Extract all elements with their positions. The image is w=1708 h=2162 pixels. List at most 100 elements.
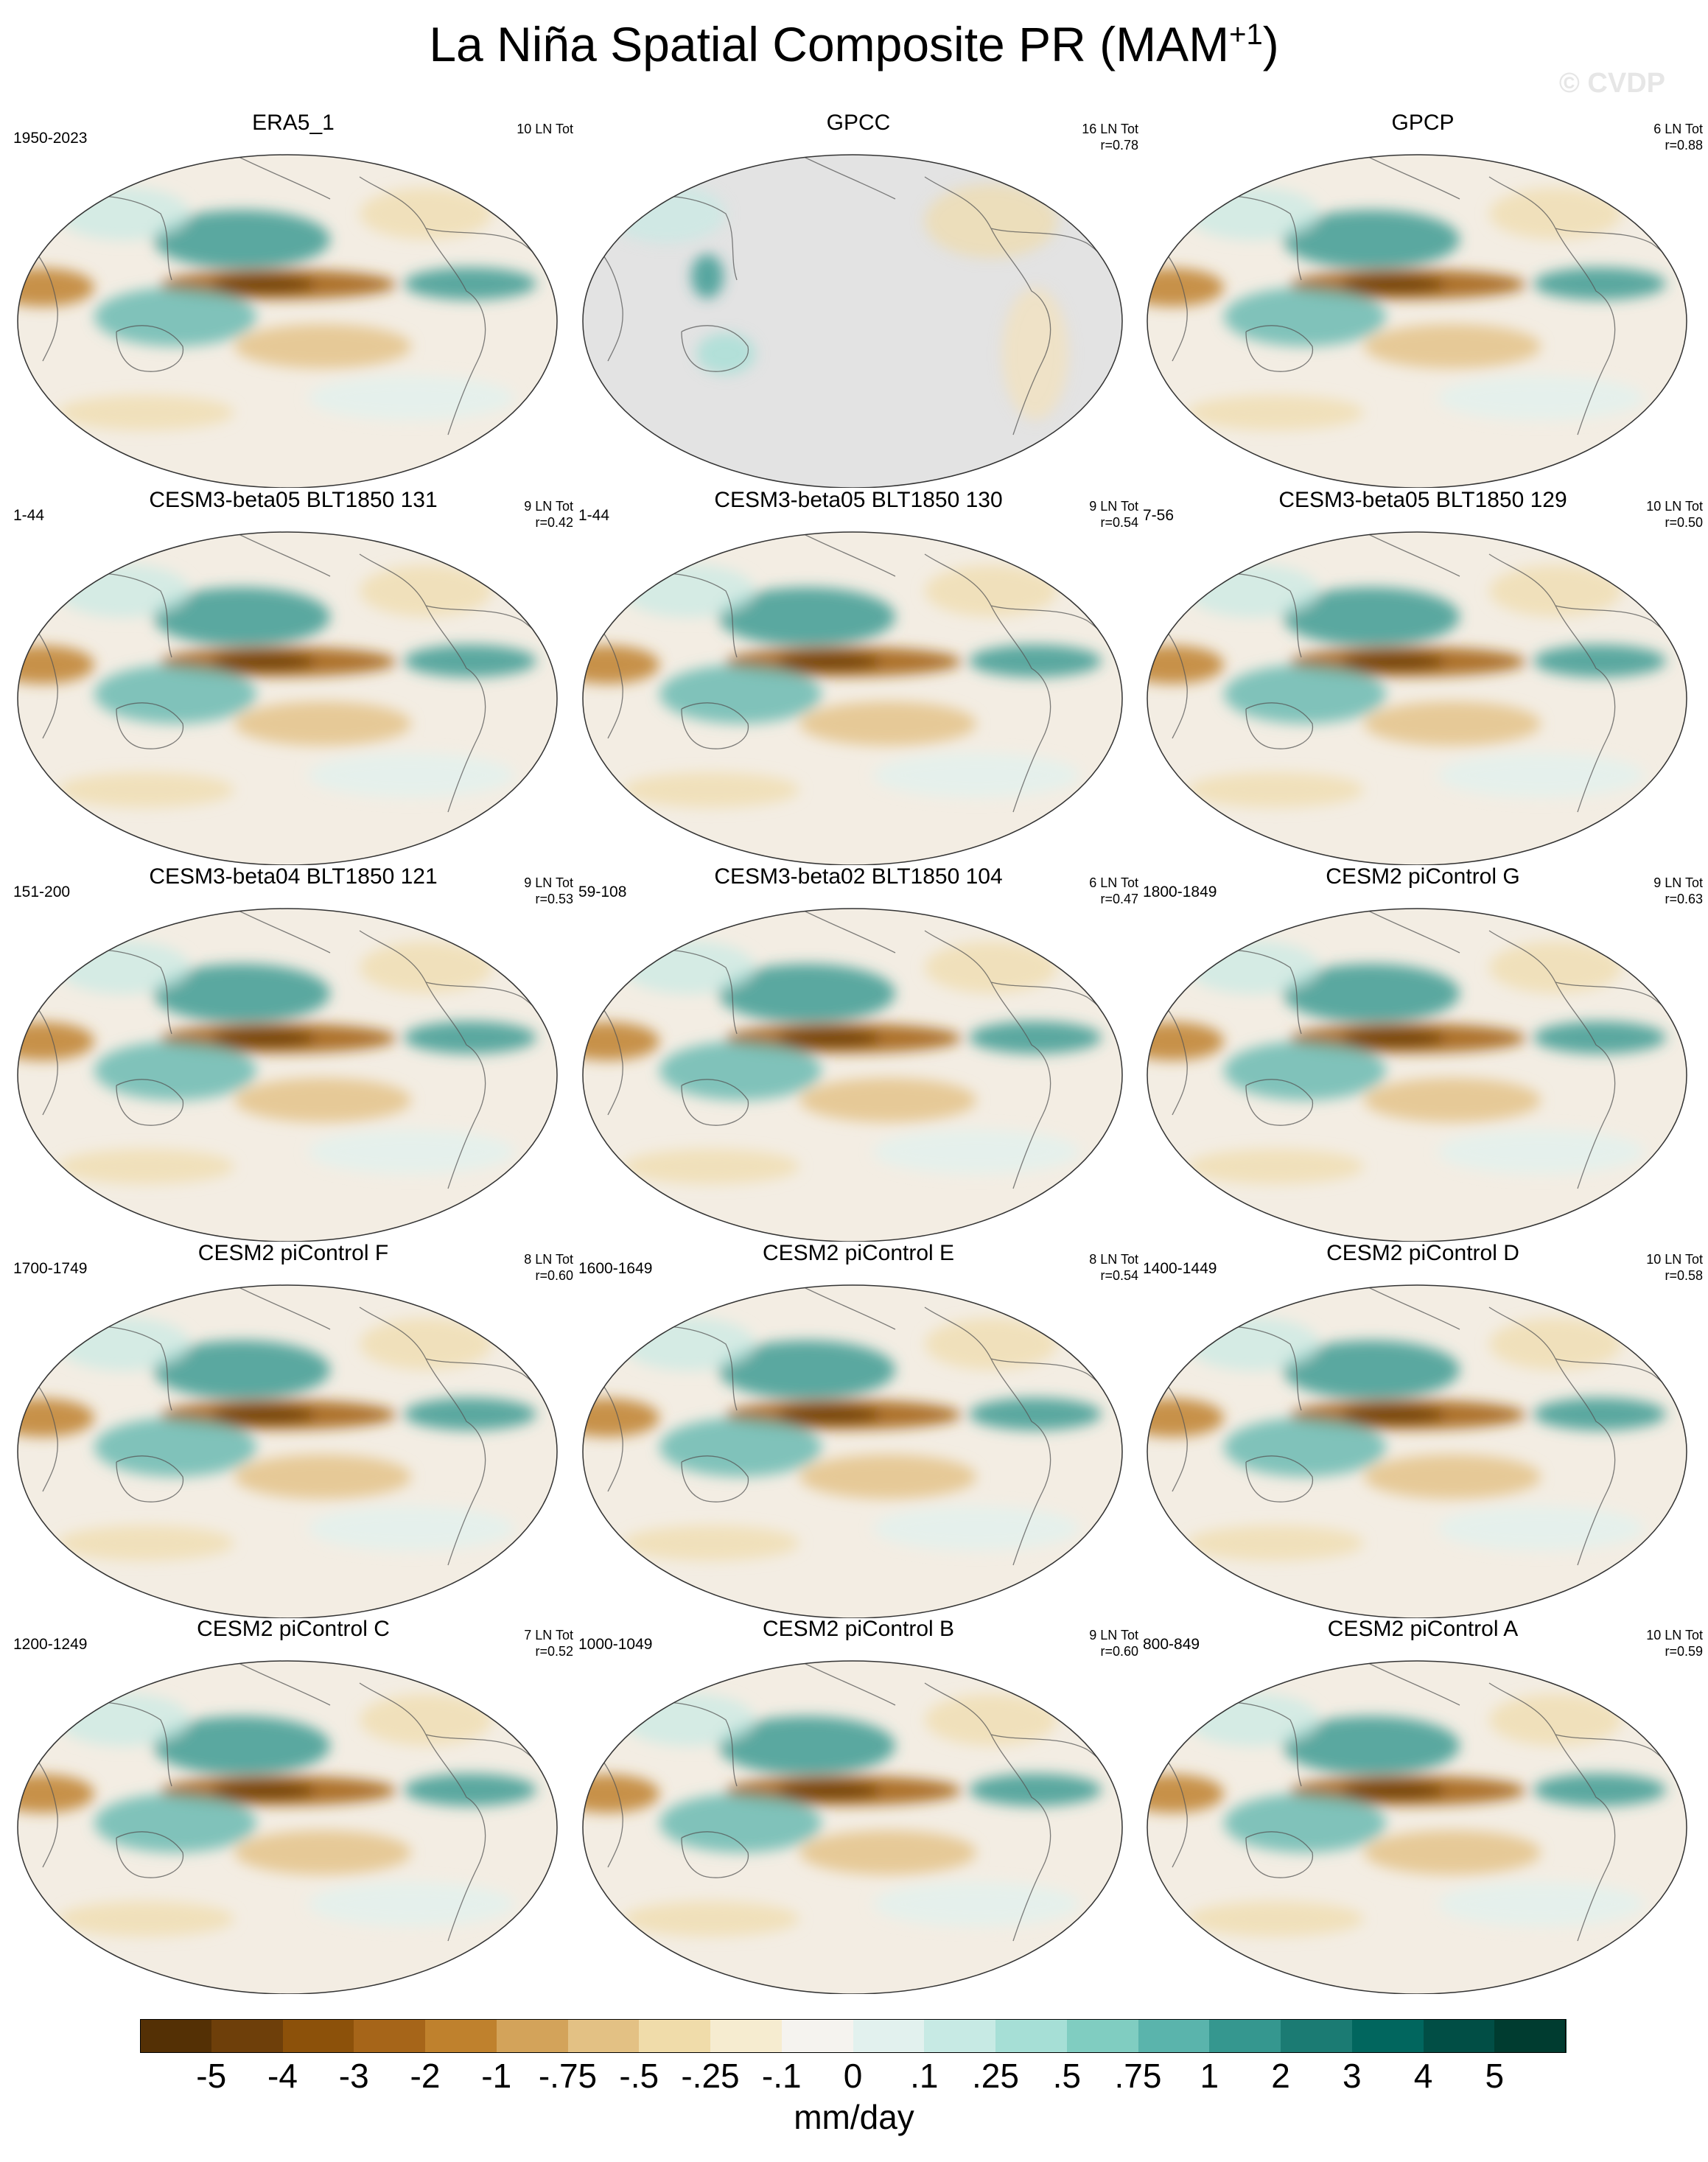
panel-stats: 9 LN Tot r=0.54 xyxy=(1089,498,1138,531)
colorbar-swatch xyxy=(1423,2019,1495,2053)
panel-event-count: 6 LN Tot xyxy=(1089,875,1138,890)
colorbar-tick-label: -1 xyxy=(481,2057,512,2095)
panel-title: CESM3-beta05 BLT1850 131 xyxy=(149,488,438,512)
map-panel: CESM3-beta05 BLT1850 130 1-44 9 LN Tot r… xyxy=(578,488,1138,865)
panel-stats: 9 LN Tot r=0.53 xyxy=(524,875,573,907)
panel-event-count: 7 LN Tot xyxy=(524,1628,573,1643)
panel-stats: 9 LN Tot r=0.42 xyxy=(524,498,573,531)
map-panel: CESM2 piControl E 1600-1649 8 LN Tot r=0… xyxy=(578,1241,1138,1618)
colorbar-swatch xyxy=(853,2019,925,2053)
map-plot xyxy=(582,1660,1123,1994)
panel-years: 1800-1849 xyxy=(1143,884,1217,900)
panel-title: CESM2 piControl D xyxy=(1326,1241,1519,1265)
panel-title: CESM2 piControl F xyxy=(197,1241,389,1265)
figure-title: La Niña Spatial Composite PR (MAM+1) xyxy=(429,17,1279,71)
panel-title: CESM3-beta05 BLT1850 129 xyxy=(1278,488,1567,512)
panel-event-count: 8 LN Tot xyxy=(1089,1252,1138,1267)
panel-years: 1-44 xyxy=(13,507,45,524)
map-panel: ERA5_1 1950-2023 10 LN Tot xyxy=(13,111,573,488)
panel-years: 1-44 xyxy=(578,507,610,524)
map-panel: CESM2 piControl D 1400-1449 10 LN Tot r=… xyxy=(1143,1241,1703,1618)
map-plot xyxy=(582,154,1123,488)
map-plot xyxy=(582,1284,1123,1618)
colorbar-swatch xyxy=(781,2019,854,2053)
panel-years: 7-56 xyxy=(1143,507,1175,524)
colorbar-tick-label: .25 xyxy=(972,2057,1019,2095)
panel-title: CESM3-beta05 BLT1850 130 xyxy=(714,488,1003,512)
colorbar-swatch xyxy=(567,2019,640,2053)
panel-title: CESM2 piControl B xyxy=(762,1617,955,1641)
panel-event-count: 9 LN Tot xyxy=(1653,875,1703,890)
panel-event-count: 9 LN Tot xyxy=(524,499,573,514)
panel-correlation: r=0.50 xyxy=(1665,515,1703,530)
colorbar-swatch xyxy=(1494,2019,1567,2053)
colorbar-tick-label: .1 xyxy=(910,2057,939,2095)
panel-event-count: 10 LN Tot xyxy=(1646,1252,1703,1267)
colorbar-swatch xyxy=(639,2019,711,2053)
colorbar-tick-label: -2 xyxy=(410,2057,441,2095)
colorbar-tick-label: -.25 xyxy=(681,2057,740,2095)
panel-correlation: r=0.52 xyxy=(535,1644,573,1659)
panel-correlation: r=0.63 xyxy=(1665,892,1703,906)
colorbar-swatch xyxy=(496,2019,569,2053)
map-plot xyxy=(17,908,558,1242)
panel-stats: 10 LN Tot r=0.50 xyxy=(1646,498,1703,531)
panel-event-count: 6 LN Tot xyxy=(1653,122,1703,136)
panel-years: 1700-1749 xyxy=(13,1260,88,1277)
panel-years: 59-108 xyxy=(578,884,627,900)
panel-years: 1000-1049 xyxy=(578,1636,653,1653)
panel-correlation: r=0.54 xyxy=(1100,515,1138,530)
panel-event-count: 9 LN Tot xyxy=(524,875,573,890)
colorbar-tick-label: -4 xyxy=(267,2057,298,2095)
map-plot xyxy=(582,908,1123,1242)
panel-event-count: 16 LN Tot xyxy=(1082,122,1138,136)
panel-title: CESM3-beta04 BLT1850 121 xyxy=(149,864,438,889)
panel-title: CESM2 piControl G xyxy=(1326,864,1520,889)
map-plot xyxy=(1147,154,1687,488)
panel-title: CESM3-beta02 BLT1850 104 xyxy=(714,864,1003,889)
map-panel: CESM2 piControl B 1000-1049 9 LN Tot r=0… xyxy=(578,1617,1138,1994)
panel-years: 151-200 xyxy=(13,884,71,900)
panel-stats: 9 LN Tot r=0.60 xyxy=(1089,1627,1138,1659)
panel-event-count: 8 LN Tot xyxy=(524,1252,573,1267)
colorbar-tick-label: -3 xyxy=(338,2057,369,2095)
panel-stats: 10 LN Tot r=0.59 xyxy=(1646,1627,1703,1659)
panel-event-count: 10 LN Tot xyxy=(1646,499,1703,514)
panel-correlation: r=0.54 xyxy=(1100,1268,1138,1283)
colorbar-tick-label: 3 xyxy=(1342,2057,1362,2095)
panel-title: CESM2 piControl E xyxy=(762,1241,955,1265)
panel-title: CESM2 piControl A xyxy=(1327,1617,1519,1641)
colorbar-tick-label: 0 xyxy=(843,2057,863,2095)
panel-years: 1950-2023 xyxy=(13,130,88,147)
colorbar-swatch xyxy=(1138,2019,1210,2053)
panel-stats: 9 LN Tot r=0.63 xyxy=(1653,875,1703,907)
colorbar-tick-label: 4 xyxy=(1413,2057,1433,2095)
map-panel: CESM3-beta04 BLT1850 121 151-200 9 LN To… xyxy=(13,864,573,1242)
panel-correlation: r=0.78 xyxy=(1100,138,1138,153)
panel-years: 1200-1249 xyxy=(13,1636,88,1653)
map-panel: CESM2 piControl G 1800-1849 9 LN Tot r=0… xyxy=(1143,864,1703,1242)
colorbar-swatch xyxy=(140,2019,212,2053)
panel-stats: 10 LN Tot r=0.58 xyxy=(1646,1251,1703,1284)
map-plot xyxy=(1147,908,1687,1242)
map-panel: CESM3-beta02 BLT1850 104 59-108 6 LN Tot… xyxy=(578,864,1138,1242)
map-panel: GPCC 16 LN Tot r=0.78 xyxy=(578,111,1138,488)
panel-years: 800-849 xyxy=(1143,1636,1200,1653)
panel-years: 1400-1449 xyxy=(1143,1260,1217,1277)
panel-title: ERA5_1 xyxy=(252,111,335,135)
map-plot xyxy=(1147,1284,1687,1618)
map-panel: CESM2 piControl C 1200-1249 7 LN Tot r=0… xyxy=(13,1617,573,1994)
colorbar-swatch xyxy=(211,2019,284,2053)
panel-stats: 10 LN Tot xyxy=(517,121,573,137)
map-plot xyxy=(1147,531,1687,865)
panel-stats: 6 LN Tot r=0.88 xyxy=(1653,121,1703,153)
panel-correlation: r=0.58 xyxy=(1665,1268,1703,1283)
map-plot xyxy=(17,1284,558,1618)
colorbar-swatch xyxy=(1351,2019,1424,2053)
panel-title: GPCC xyxy=(826,111,891,135)
colorbar-swatch xyxy=(710,2019,783,2053)
colorbar-swatch xyxy=(354,2019,426,2053)
panel-stats: 8 LN Tot r=0.54 xyxy=(1089,1251,1138,1284)
panel-correlation: r=0.59 xyxy=(1665,1644,1703,1659)
colorbar-tick-label: .75 xyxy=(1114,2057,1162,2095)
